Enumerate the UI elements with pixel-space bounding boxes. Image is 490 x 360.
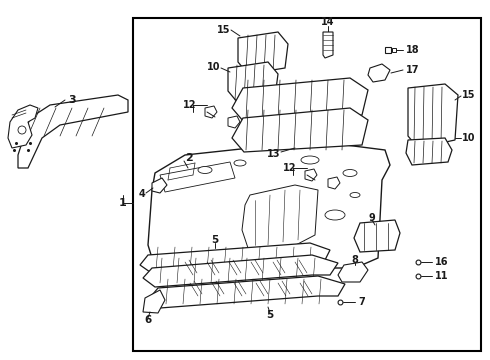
Text: 5: 5 [211,235,219,245]
Polygon shape [338,262,368,282]
Polygon shape [242,185,318,248]
Polygon shape [406,138,452,165]
Polygon shape [143,255,338,287]
Text: 1: 1 [119,198,127,208]
Text: 12: 12 [183,100,196,110]
Polygon shape [305,169,317,181]
Polygon shape [152,178,167,193]
Polygon shape [160,162,235,192]
Text: 6: 6 [145,315,151,325]
Text: 4: 4 [138,189,145,199]
Polygon shape [228,116,240,128]
Text: 10: 10 [206,62,220,72]
Polygon shape [148,276,345,308]
Polygon shape [228,62,278,103]
Text: 18: 18 [406,45,419,55]
Polygon shape [205,106,217,118]
Circle shape [18,126,26,134]
Polygon shape [238,32,288,74]
Polygon shape [408,84,458,148]
Text: 3: 3 [68,95,75,105]
Polygon shape [140,243,330,272]
Text: 2: 2 [185,153,193,163]
Text: 15: 15 [217,25,230,35]
Polygon shape [354,220,400,252]
Text: 5: 5 [267,310,273,320]
Text: 10: 10 [462,133,475,143]
Text: 7: 7 [358,297,365,307]
Text: 16: 16 [435,257,448,267]
Polygon shape [232,78,368,122]
Polygon shape [148,143,390,278]
Polygon shape [18,95,128,168]
Text: 17: 17 [406,65,419,75]
Ellipse shape [198,166,212,174]
Polygon shape [143,290,165,313]
Text: 8: 8 [351,255,359,265]
Text: 9: 9 [368,213,375,223]
Polygon shape [232,108,368,152]
Ellipse shape [325,210,345,220]
Polygon shape [328,177,340,189]
Polygon shape [8,105,38,148]
Ellipse shape [350,193,360,198]
Text: 14: 14 [321,17,335,27]
Ellipse shape [234,160,246,166]
Text: 13: 13 [267,149,280,159]
Text: 12: 12 [283,163,296,173]
Polygon shape [323,32,333,58]
Text: 11: 11 [435,271,448,281]
Polygon shape [368,64,390,82]
Text: 15: 15 [462,90,475,100]
Bar [133,18,481,351]
Ellipse shape [301,156,319,164]
Ellipse shape [343,170,357,176]
